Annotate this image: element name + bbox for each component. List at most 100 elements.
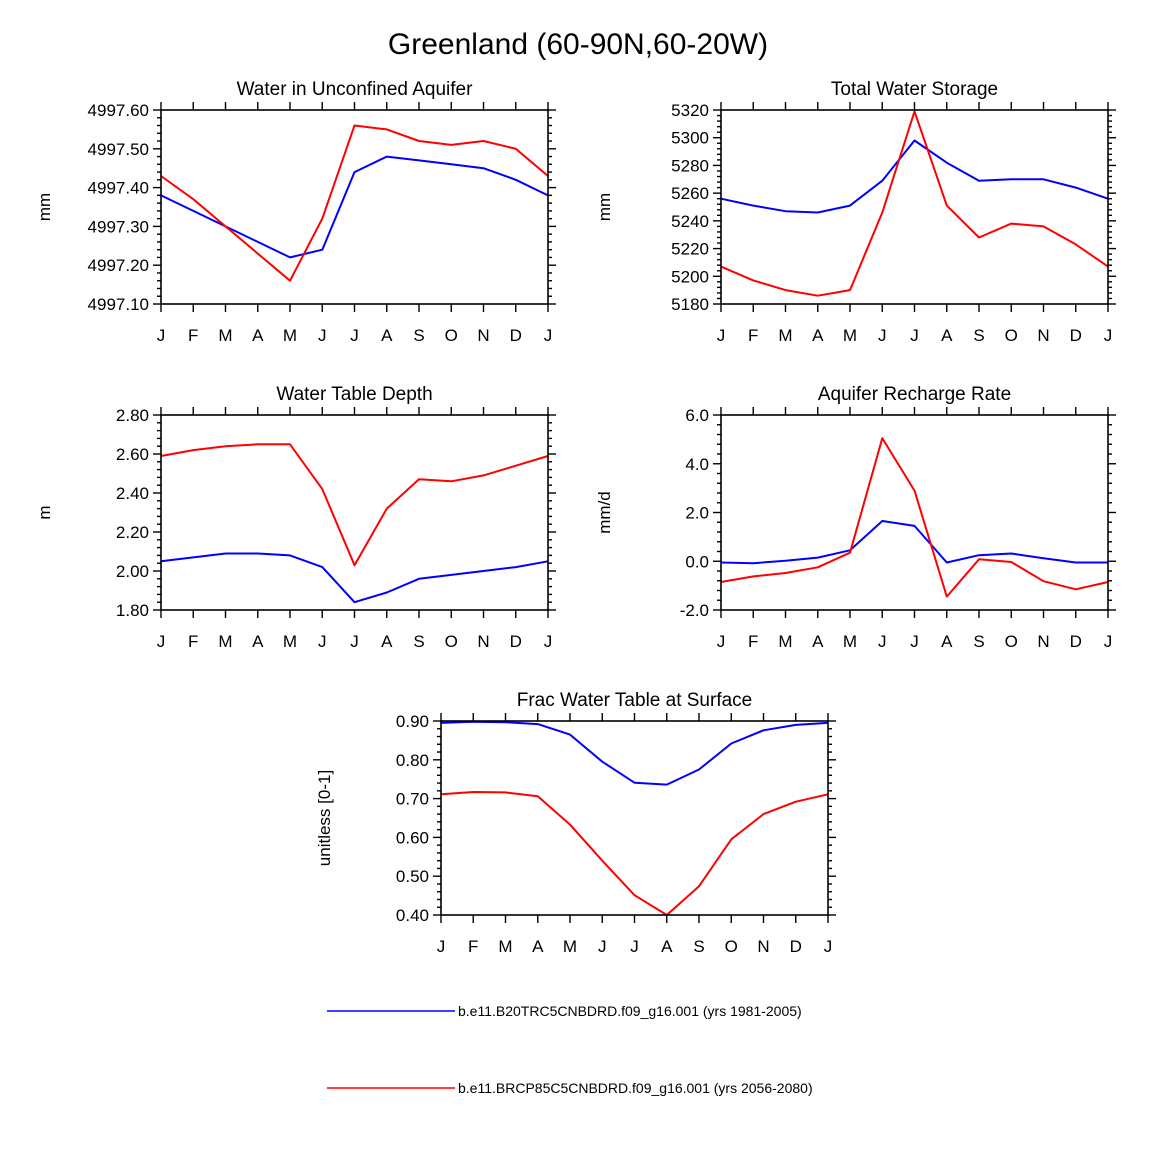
y-tick-label: 5280 xyxy=(671,156,709,175)
x-tick-label: J xyxy=(630,937,639,956)
y-tick-label: 5300 xyxy=(671,129,709,148)
y-tick-label: 4997.60 xyxy=(88,101,149,120)
x-tick-label: F xyxy=(188,326,198,345)
x-tick-label: F xyxy=(748,326,758,345)
x-tick-label: D xyxy=(790,937,802,956)
x-tick-label: O xyxy=(445,632,458,651)
chart-title: Frac Water Table at Surface xyxy=(517,690,753,711)
chart-panel: Total Water Storage mm 5180 5200 5220 5240 526… xyxy=(595,79,1116,345)
x-tick-label: A xyxy=(532,937,544,956)
x-tick-label: J xyxy=(350,326,359,345)
x-tick-label: J xyxy=(157,632,166,651)
x-tick-label: A xyxy=(661,937,673,956)
x-tick-label: M xyxy=(283,632,297,651)
series-line-blue xyxy=(160,552,549,604)
x-tick-label: J xyxy=(910,326,919,345)
y-axis-label: mm xyxy=(35,193,54,221)
series-line-red xyxy=(160,443,549,567)
y-tick-label: 5320 xyxy=(671,101,709,120)
legend-label: b.e11.BRCP85C5CNBDRD.f09_g16.001 (yrs 20… xyxy=(458,1080,813,1096)
x-tick-label: J xyxy=(437,937,446,956)
chart-title: Total Water Storage xyxy=(831,79,998,100)
x-tick-label: M xyxy=(843,326,857,345)
x-tick-label: M xyxy=(218,632,232,651)
x-tick-label: F xyxy=(748,632,758,651)
x-tick-label: O xyxy=(725,937,738,956)
y-tick-label: 0.40 xyxy=(396,906,429,925)
series-line-red xyxy=(160,124,549,282)
y-axis-label: mm xyxy=(595,193,614,221)
y-axis-label: unitless [0-1] xyxy=(315,770,334,866)
x-tick-label: D xyxy=(510,326,522,345)
y-tick-label: 2.60 xyxy=(116,445,149,464)
chart-panel: Water in Unconfined Aquifer mm 4997.10 4997… xyxy=(35,79,556,345)
x-tick-label: M xyxy=(843,632,857,651)
y-tick-label: 0.70 xyxy=(396,790,429,809)
y-tick-label: 2.80 xyxy=(116,406,149,425)
y-tick-label: 0.80 xyxy=(396,751,429,770)
x-tick-label: J xyxy=(1104,326,1113,345)
y-tick-label: 4997.20 xyxy=(88,256,149,275)
y-axis-label: m xyxy=(35,505,54,519)
x-tick-label: O xyxy=(1005,632,1018,651)
plot-frame xyxy=(160,414,549,611)
chart-panel: Aquifer Recharge Rate mm/d -2.0 0.0 2.0 4.0 6.… xyxy=(595,384,1116,651)
x-tick-label: J xyxy=(717,632,726,651)
x-tick-label: N xyxy=(757,937,769,956)
chart-panel: Water Table Depth m 1.80 2.00 2.20 2.40 2.60 2.… xyxy=(35,384,556,651)
x-tick-label: J xyxy=(318,632,327,651)
x-tick-label: M xyxy=(778,326,792,345)
x-tick-label: J xyxy=(318,326,327,345)
chart-title: Aquifer Recharge Rate xyxy=(818,384,1011,405)
y-tick-label: 0.0 xyxy=(685,552,709,571)
plot-frame xyxy=(160,109,549,305)
y-tick-label: 2.00 xyxy=(116,562,149,581)
series-line-blue xyxy=(160,155,549,259)
legend: b.e11.B20TRC5CNBDRD.f09_g16.001 (yrs 198… xyxy=(327,1003,813,1096)
chart-title: Water in Unconfined Aquifer xyxy=(237,79,474,100)
x-tick-label: J xyxy=(544,632,553,651)
x-tick-label: A xyxy=(812,632,824,651)
y-tick-label: 0.90 xyxy=(396,712,429,731)
x-tick-label: N xyxy=(1037,632,1049,651)
x-tick-label: O xyxy=(445,326,458,345)
x-tick-label: A xyxy=(252,326,264,345)
x-tick-label: J xyxy=(824,937,833,956)
y-tick-label: 4.0 xyxy=(685,455,709,474)
plot-frame xyxy=(440,720,829,916)
y-tick-label: 4997.40 xyxy=(88,179,149,198)
x-tick-label: A xyxy=(381,326,393,345)
x-tick-label: A xyxy=(381,632,393,651)
chart-title: Water Table Depth xyxy=(276,384,432,405)
series-line-red xyxy=(440,791,829,916)
x-tick-label: D xyxy=(1070,326,1082,345)
x-tick-label: J xyxy=(157,326,166,345)
figure-title: Greenland (60-90N,60-20W) xyxy=(388,28,768,61)
x-tick-label: J xyxy=(910,632,919,651)
series-line-blue xyxy=(720,139,1109,214)
x-tick-label: M xyxy=(283,326,297,345)
x-tick-label: A xyxy=(252,632,264,651)
x-tick-label: N xyxy=(1037,326,1049,345)
x-tick-label: F xyxy=(188,632,198,651)
plot-frame xyxy=(720,109,1109,305)
series-line-red xyxy=(720,437,1109,598)
y-tick-label: 5180 xyxy=(671,295,709,314)
x-tick-label: M xyxy=(218,326,232,345)
series-line-blue xyxy=(440,720,829,786)
y-tick-label: 5240 xyxy=(671,212,709,231)
y-tick-label: 0.60 xyxy=(396,828,429,847)
y-tick-label: 4997.30 xyxy=(88,217,149,236)
x-tick-label: S xyxy=(973,632,984,651)
y-tick-label: 4997.50 xyxy=(88,140,149,159)
y-tick-label: 4997.10 xyxy=(88,295,149,314)
y-tick-label: 2.20 xyxy=(116,523,149,542)
x-tick-label: S xyxy=(413,632,424,651)
y-tick-label: 0.50 xyxy=(396,867,429,886)
chart-panel: Frac Water Table at Surface unitless [0-1… xyxy=(315,690,836,956)
x-tick-label: F xyxy=(468,937,478,956)
x-tick-label: M xyxy=(778,632,792,651)
x-tick-label: S xyxy=(693,937,704,956)
